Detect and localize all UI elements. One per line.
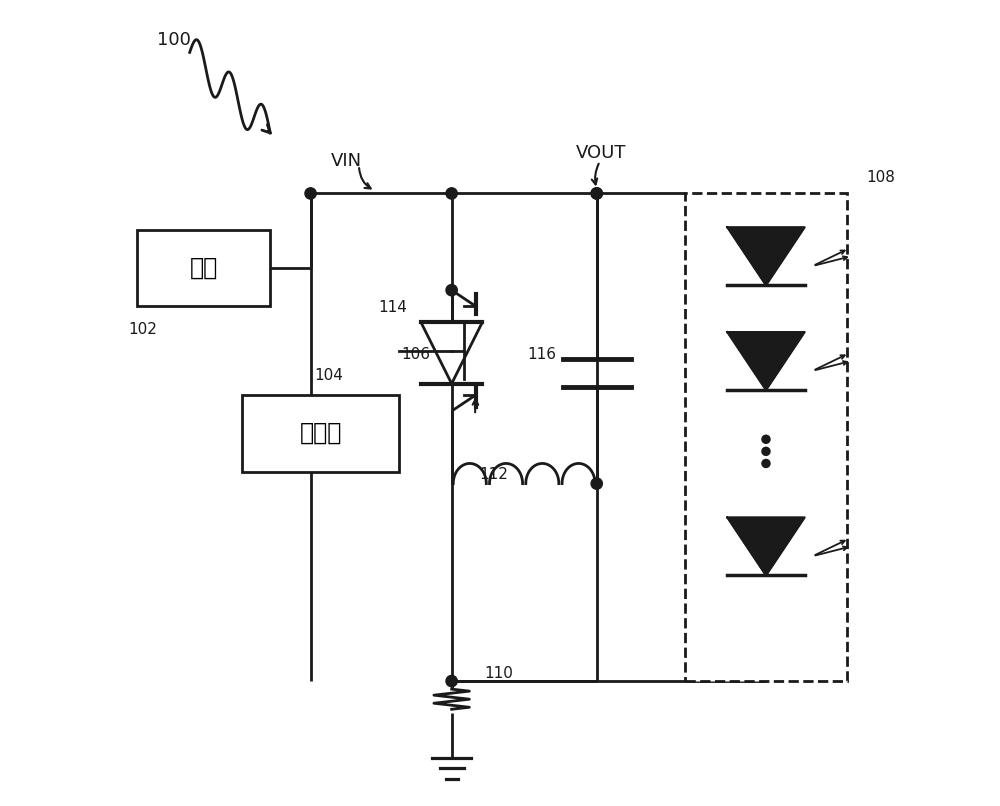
Bar <box>242 395 399 472</box>
Text: VIN: VIN <box>331 152 362 170</box>
Text: 116: 116 <box>527 347 556 362</box>
Circle shape <box>762 459 770 467</box>
Text: 112: 112 <box>479 467 508 483</box>
Circle shape <box>446 285 457 296</box>
Polygon shape <box>727 227 805 285</box>
Text: VOUT: VOUT <box>576 144 626 162</box>
Text: 104: 104 <box>314 368 343 383</box>
Bar <box>685 193 847 681</box>
Circle shape <box>762 435 770 443</box>
Circle shape <box>446 675 457 687</box>
Circle shape <box>591 188 602 199</box>
Polygon shape <box>727 517 805 575</box>
Circle shape <box>591 188 602 199</box>
Text: 102: 102 <box>129 322 157 338</box>
Bar <box>137 230 270 306</box>
Text: 106: 106 <box>401 347 430 362</box>
Polygon shape <box>727 332 805 390</box>
Text: 110: 110 <box>484 666 513 680</box>
Circle shape <box>762 447 770 455</box>
Text: 100: 100 <box>157 31 191 49</box>
Text: 控制器: 控制器 <box>299 422 342 445</box>
Circle shape <box>305 188 316 199</box>
Text: 电源: 电源 <box>190 256 218 280</box>
Text: 114: 114 <box>378 301 407 315</box>
Polygon shape <box>421 322 482 384</box>
Text: 108: 108 <box>867 170 896 185</box>
Circle shape <box>591 478 602 489</box>
Circle shape <box>446 188 457 199</box>
